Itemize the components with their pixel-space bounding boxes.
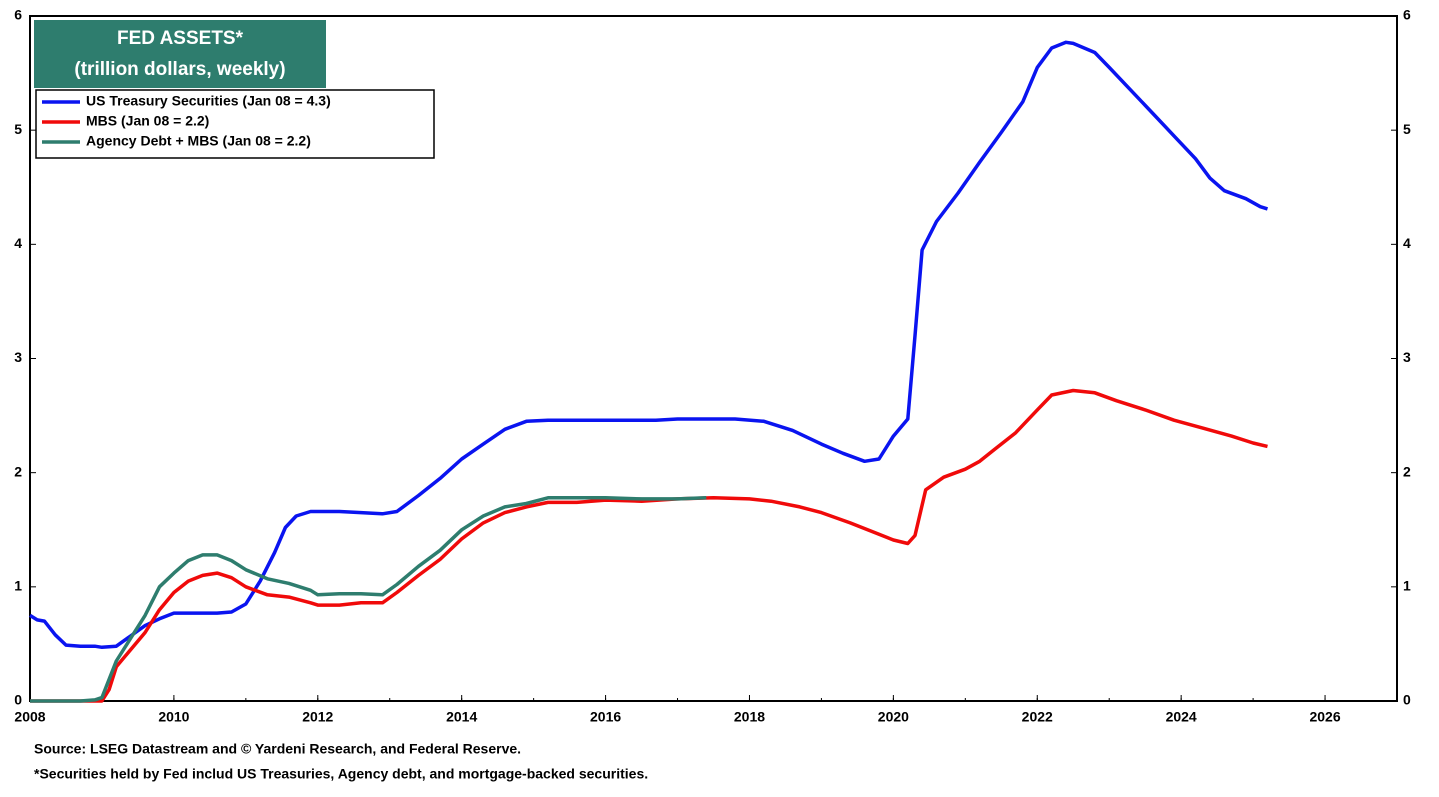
plot-frame: [29, 15, 1398, 702]
legend-label: US Treasury Securities (Jan 08 = 4.3): [86, 93, 331, 109]
title-background: [34, 20, 326, 88]
y-tick-label: 2: [14, 463, 22, 479]
y-tick-label: 3: [14, 349, 22, 365]
y2-tick-label: 3: [1403, 349, 1411, 365]
y-tick-label: 6: [14, 7, 22, 23]
y-tick-label: 0: [14, 692, 22, 708]
series-line: [30, 496, 707, 703]
x-tick-label: 2012: [302, 709, 333, 725]
x-tick-label: 2014: [446, 709, 477, 725]
y2-tick-label: 6: [1403, 7, 1411, 23]
title-box: FED ASSETS* (trillion dollars, weekly): [34, 20, 326, 88]
legend-label: MBS (Jan 08 = 2.2): [86, 113, 209, 129]
x-tick-label: 2024: [1166, 709, 1197, 725]
series-line: [29, 40, 1269, 650]
y-tick-label: 1: [14, 578, 22, 594]
x-tick-label: 2026: [1309, 709, 1340, 725]
footnote: *Securities held by Fed includ US Treasu…: [34, 766, 648, 782]
y-tick-label: 4: [14, 235, 22, 251]
x-tick-label: 2020: [878, 709, 909, 725]
y2-tick-label: 4: [1403, 235, 1411, 251]
y2-tick-label: 2: [1403, 463, 1411, 479]
x-tick-label: 2018: [734, 709, 765, 725]
x-tick-label: 2016: [590, 709, 621, 725]
y2-tick-label: 1: [1403, 578, 1411, 594]
y-tick-label: 5: [14, 121, 22, 137]
source-note: Source: LSEG Datastream and © Yardeni Re…: [34, 741, 521, 757]
legend-box: [35, 89, 435, 159]
x-tick-label: 2010: [158, 709, 189, 725]
y2-tick-label: 0: [1403, 692, 1411, 708]
legend-label: Agency Debt + MBS (Jan 08 = 2.2): [86, 133, 311, 149]
y2-tick-label: 5: [1403, 121, 1411, 137]
series-line: [30, 388, 1268, 703]
x-tick-label: 2008: [14, 709, 45, 725]
chart-subtitle: (trillion dollars, weekly): [74, 59, 285, 80]
chart-title: FED ASSETS*: [117, 28, 244, 49]
x-tick-label: 2022: [1022, 709, 1053, 725]
